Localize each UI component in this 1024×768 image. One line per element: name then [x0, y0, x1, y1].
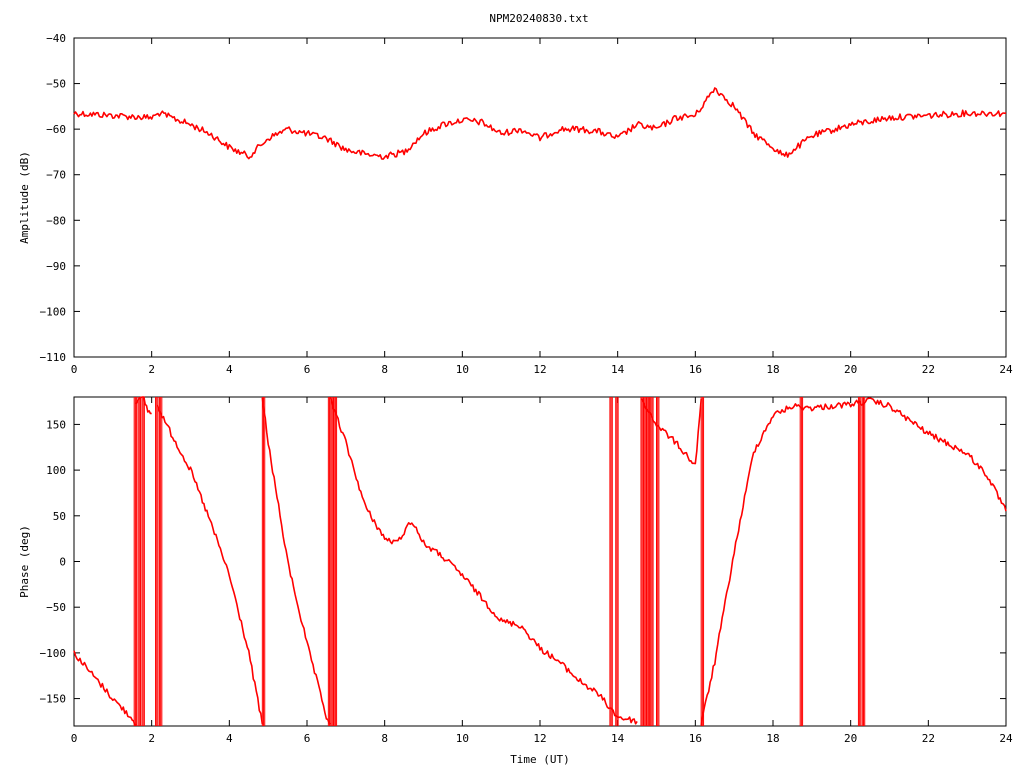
x-tick-label: 10	[456, 732, 469, 745]
phase-series-line	[156, 404, 264, 725]
x-tick-label: 18	[766, 732, 779, 745]
y-tick-label: −40	[46, 32, 66, 45]
plot-frame	[73, 37, 1007, 358]
phase-series-line	[329, 396, 638, 725]
x-tick-label: 12	[533, 732, 546, 745]
amplitude-panel: 0 2 4 6 8 10 12 14 16 18 20 22 24−110−100−90−80−70−6…	[18, 32, 1013, 376]
x-tick-label: 4	[226, 732, 233, 745]
x-tick-label: 20	[844, 732, 857, 745]
y-tick-label: 100	[46, 464, 66, 477]
chart-title: NPM20240830.txt	[489, 12, 588, 25]
y-tick-label: 50	[53, 510, 66, 523]
y-tick-label: −110	[40, 351, 67, 364]
phase-series-line	[73, 650, 137, 726]
x-tick-label: 10	[456, 363, 469, 376]
x-tick-label: 22	[922, 732, 935, 745]
amplitude-series-line	[73, 87, 1006, 160]
y-axis-label: Phase (deg)	[18, 525, 31, 598]
x-tick-label: 2	[148, 732, 155, 745]
x-tick-label: 0	[71, 732, 78, 745]
phase-series-line	[261, 397, 331, 725]
x-tick-label: 4	[226, 363, 233, 376]
y-tick-label: −70	[46, 169, 66, 182]
x-tick-label: 8	[381, 363, 388, 376]
x-tick-label: 6	[304, 363, 311, 376]
x-tick-label: 20	[844, 363, 857, 376]
x-axis-label: Time (UT)	[510, 753, 570, 766]
x-tick-label: 24	[999, 363, 1013, 376]
x-tick-label: 16	[689, 363, 702, 376]
x-tick-label: 2	[148, 363, 155, 376]
x-tick-label: 12	[533, 363, 546, 376]
y-tick-label: −50	[46, 601, 66, 614]
x-tick-label: 8	[381, 732, 388, 745]
y-tick-label: 0	[59, 556, 66, 569]
y-axis-label: Amplitude (dB)	[18, 151, 31, 244]
x-tick-label: 16	[689, 732, 702, 745]
y-tick-label: −100	[40, 647, 67, 660]
y-tick-label: −50	[46, 78, 66, 91]
y-tick-label: −100	[40, 305, 67, 318]
x-tick-label: 24	[999, 732, 1013, 745]
x-tick-label: 6	[304, 732, 311, 745]
y-tick-label: −80	[46, 214, 66, 227]
x-tick-label: 14	[611, 732, 625, 745]
phase-series-line	[700, 397, 1007, 726]
plot-frame	[73, 396, 1007, 727]
y-tick-label: 150	[46, 418, 66, 431]
y-tick-label: −150	[40, 693, 67, 706]
phase-panel: 0 2 4 6 8 10 12 14 16 18 20 22 24−150−100−5005010015…	[18, 396, 1013, 766]
x-tick-label: 18	[766, 363, 779, 376]
x-tick-label: 0	[71, 363, 78, 376]
y-tick-label: −60	[46, 123, 66, 136]
phase-series-line	[640, 398, 702, 465]
x-tick-label: 14	[611, 363, 625, 376]
x-tick-label: 22	[922, 363, 935, 376]
y-tick-label: −90	[46, 260, 66, 273]
